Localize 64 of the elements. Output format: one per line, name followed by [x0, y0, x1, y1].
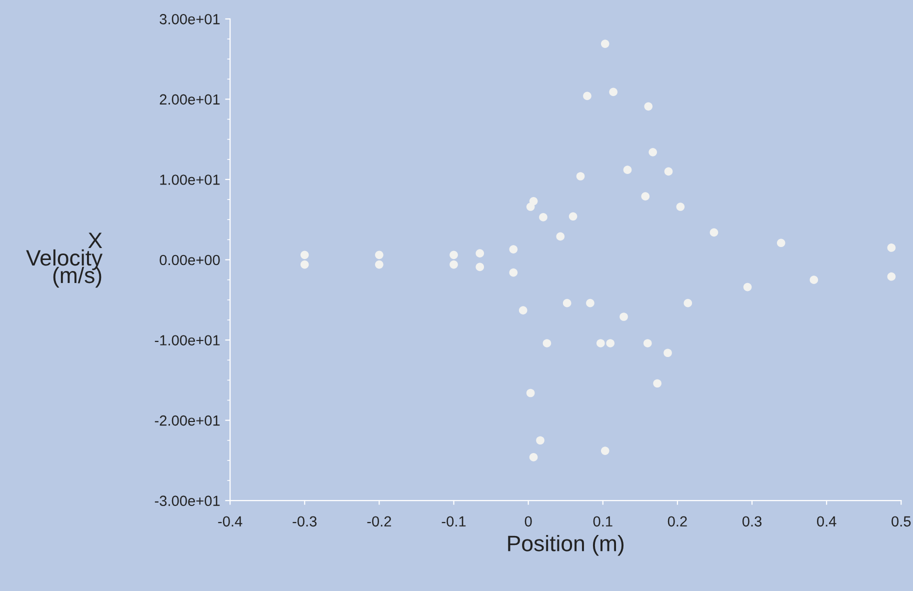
point: [375, 250, 384, 260]
point: [664, 167, 673, 176]
point: [536, 436, 544, 445]
x-tick-label: -0.1: [442, 516, 466, 527]
point: [576, 172, 585, 180]
point: [539, 213, 548, 222]
x-tick-label: -0.3: [292, 516, 317, 527]
point: [450, 250, 458, 260]
point: [600, 40, 610, 48]
point: [300, 250, 309, 260]
y-tick-label: 3.00e+01: [160, 14, 220, 24]
point: [648, 148, 658, 156]
point: [586, 298, 594, 308]
point: [710, 228, 718, 237]
point: [664, 348, 672, 358]
x-tick-label: 0.5: [892, 516, 911, 527]
point: [609, 88, 618, 96]
point: [596, 339, 605, 348]
x-tick-label: -0.2: [367, 516, 392, 527]
point: [887, 272, 896, 281]
point: [568, 212, 578, 221]
y-tick-label: 1.00e+01: [160, 174, 220, 185]
point: [676, 202, 685, 211]
x-tick-label: -0.4: [218, 516, 242, 527]
point: [684, 298, 692, 308]
y-tick-label: -1.00e+01: [154, 335, 220, 346]
point: [375, 260, 384, 269]
y-axis-title: X Velocity (m/s): [26, 232, 103, 288]
point: [542, 339, 552, 348]
point: [600, 446, 610, 455]
x-tick-label: 0.3: [742, 516, 762, 527]
point: [562, 298, 572, 308]
point: [606, 339, 615, 348]
y-tick-label: -3.00e+01: [154, 496, 220, 506]
y-tick-label: -2.00e+01: [154, 415, 220, 426]
x-tick-label: 0.4: [817, 516, 836, 527]
point: [583, 92, 592, 100]
point: [518, 306, 528, 314]
point: [476, 262, 484, 272]
point: [476, 249, 484, 258]
x-tick-label: 0.2: [668, 516, 687, 527]
x-tick-label: 0.1: [593, 516, 612, 527]
point: [776, 238, 786, 248]
point: [887, 244, 896, 252]
point: [300, 260, 309, 269]
point: [509, 268, 518, 277]
point: [641, 192, 650, 200]
point: [529, 453, 538, 462]
y-tick-label: 2.00e+01: [160, 94, 220, 105]
point: [529, 196, 538, 206]
point: [509, 245, 518, 254]
x-tick-label: 0: [524, 516, 532, 527]
point: [653, 379, 662, 388]
point: [743, 282, 752, 292]
point: [643, 339, 652, 348]
point: [526, 388, 535, 398]
point: [644, 102, 653, 111]
y-tick-label: 0.00e+00: [160, 254, 220, 266]
x-axis-title: Position (m): [508, 535, 624, 556]
point: [620, 312, 628, 321]
point: [450, 260, 458, 269]
point: [623, 166, 632, 174]
point: [810, 276, 818, 284]
point: [556, 232, 565, 241]
